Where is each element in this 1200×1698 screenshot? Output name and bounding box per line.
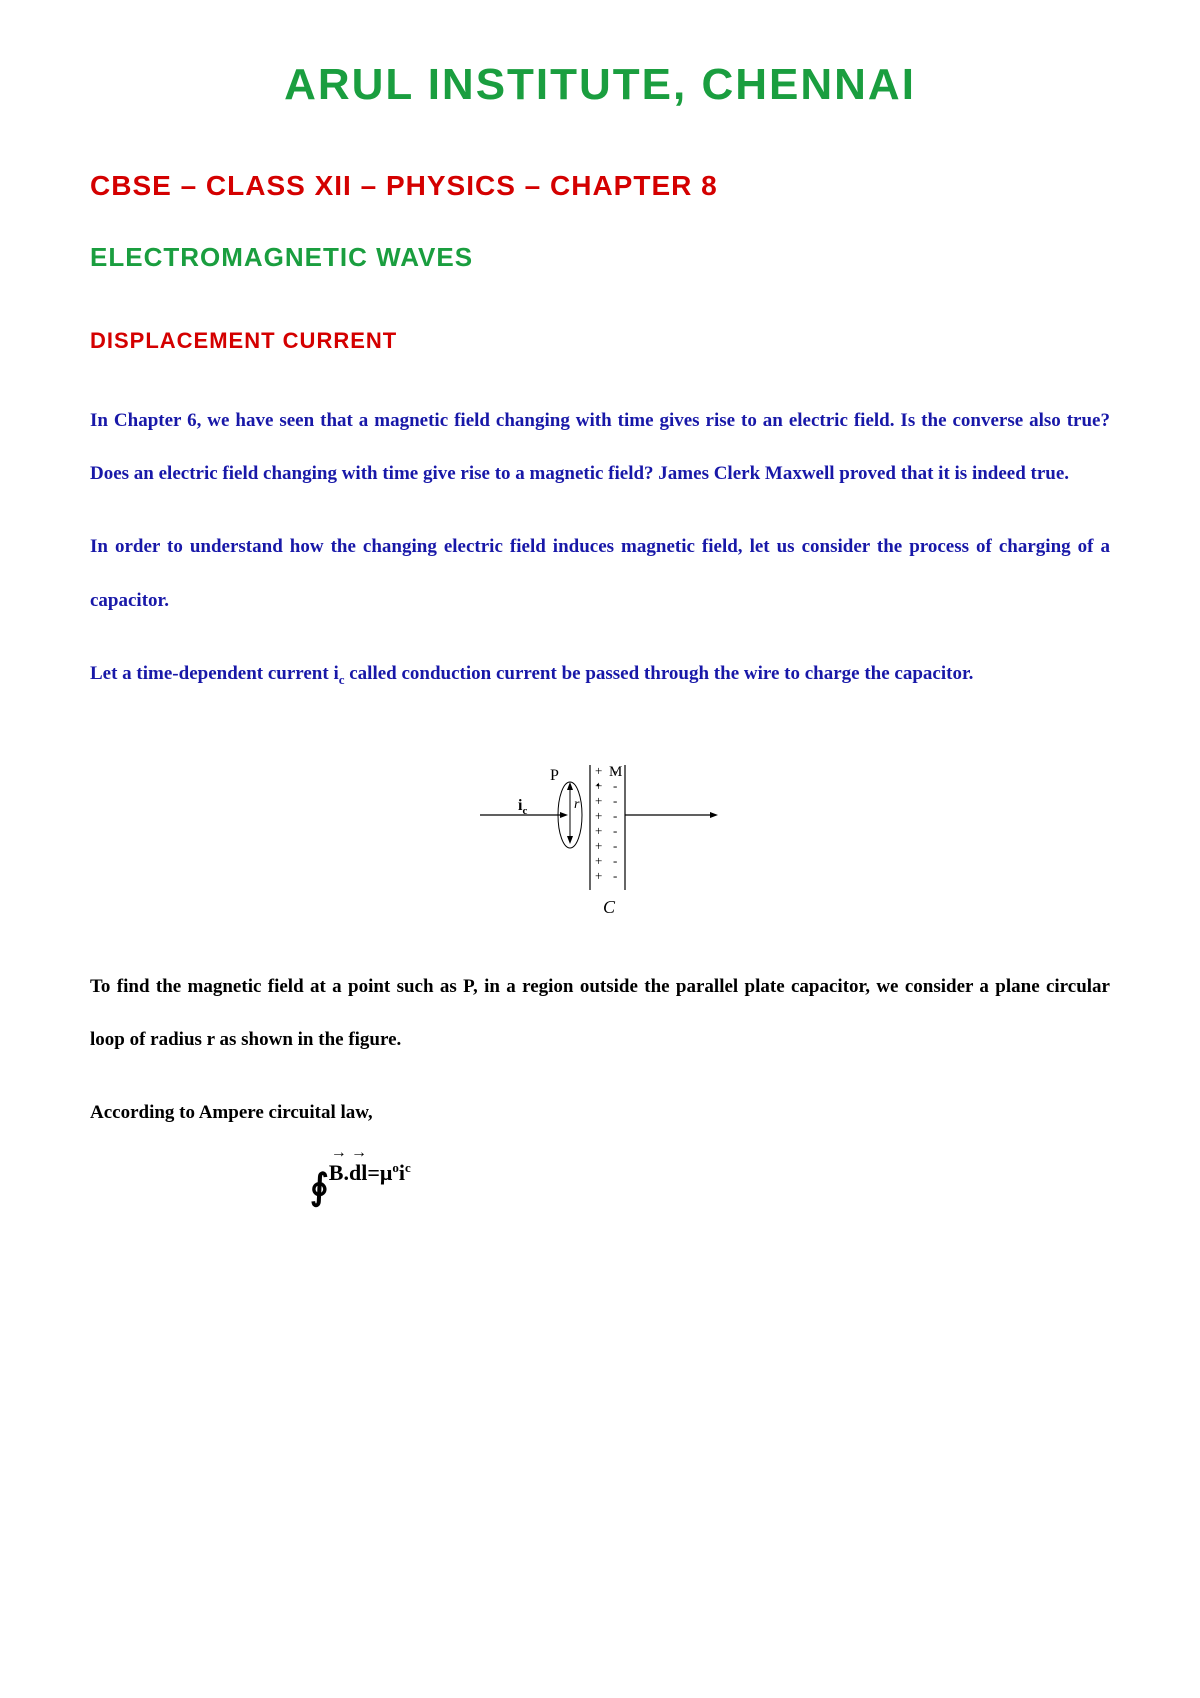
- svg-text:+: +: [595, 823, 602, 838]
- r-label: r: [574, 797, 580, 812]
- svg-text:-: -: [613, 808, 617, 823]
- c-label: C: [603, 897, 616, 917]
- svg-text:-: -: [613, 868, 617, 883]
- section-heading: DISPLACEMENT CURRENT: [90, 328, 1110, 354]
- dl-vector: dl: [349, 1160, 367, 1202]
- svg-text:+: +: [595, 868, 602, 883]
- paragraph-4: To find the magnetic field at a point su…: [90, 960, 1110, 1066]
- chapter-heading: CBSE – CLASS XII – PHYSICS – CHAPTER 8: [90, 170, 1110, 202]
- mu-symbol: μ: [380, 1160, 392, 1202]
- b-vector: B: [329, 1160, 344, 1202]
- topic-heading: ELECTROMAGNETIC WAVES: [90, 242, 1110, 273]
- svg-text:+: +: [595, 763, 602, 778]
- svg-text:-: -: [613, 838, 617, 853]
- integral-symbol: ∮: [310, 1166, 329, 1208]
- m-label: M: [609, 764, 622, 780]
- svg-text:-: -: [613, 793, 617, 808]
- ampere-equation: ∮ B . dl = μo ic: [90, 1160, 1110, 1202]
- svg-text:-: -: [613, 778, 617, 793]
- svg-text:-: -: [613, 853, 617, 868]
- svg-text:-: -: [613, 823, 617, 838]
- paragraph-3: Let a time-dependent current ic called c…: [90, 647, 1110, 700]
- paragraph-1: In Chapter 6, we have seen that a magnet…: [90, 394, 1110, 500]
- svg-text:+: +: [595, 838, 602, 853]
- p-label: P: [550, 767, 559, 784]
- paragraph-2: In order to understand how the changing …: [90, 520, 1110, 626]
- svg-text:+: +: [595, 793, 602, 808]
- paragraph-5: According to Ampere circuital law,: [90, 1086, 1110, 1139]
- svg-text:+: +: [595, 853, 602, 868]
- capacitor-diagram: ic P r + + + + + + + + - - - - - - - - M: [90, 730, 1110, 920]
- svg-text:+: +: [595, 808, 602, 823]
- capacitor-svg: ic P r + + + + + + + + - - - - - - - - M: [470, 730, 730, 920]
- institute-title: ARUL INSTITUTE, CHENNAI: [90, 60, 1110, 110]
- ic-label: ic: [518, 797, 527, 817]
